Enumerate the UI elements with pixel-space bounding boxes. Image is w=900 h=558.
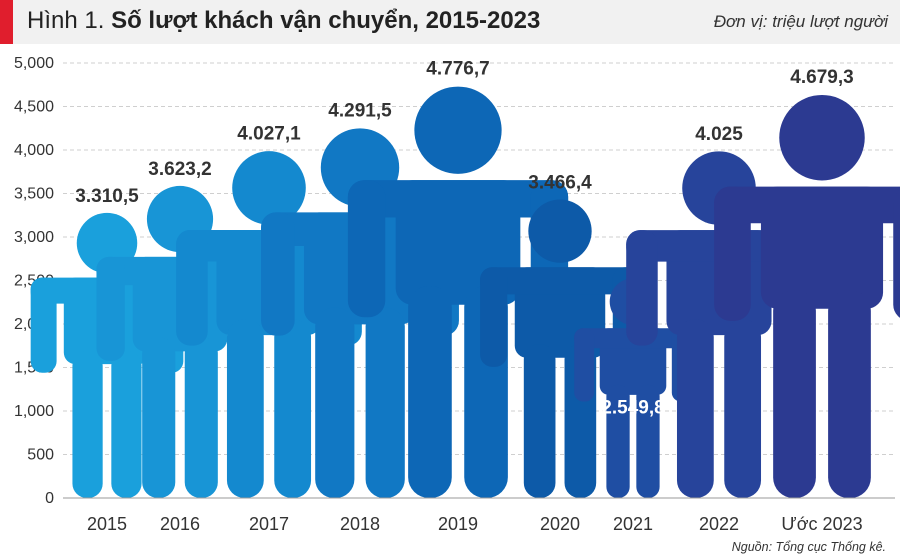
chart-title-prefix: Hình 1. (27, 7, 105, 34)
data-label: 4.027,1 (237, 124, 301, 145)
person-head (779, 94, 865, 181)
y-tick-label: 5,000 (14, 55, 54, 72)
data-label: 3.466,4 (528, 172, 592, 193)
x-tick-label: 2015 (87, 514, 127, 534)
person-leg-left (523, 344, 556, 498)
x-tick-label: 2020 (540, 514, 580, 534)
person-head (414, 86, 502, 174)
person-bar (714, 94, 900, 498)
person-arm-left (626, 230, 658, 346)
person-leg-left (676, 319, 714, 498)
person-leg-right (636, 384, 660, 498)
title-accent-stripe (0, 0, 13, 44)
x-tick-label: 2019 (438, 514, 478, 534)
data-label: 4.679,3 (790, 67, 853, 88)
data-label: 3.623,2 (148, 159, 211, 180)
person-leg-left (606, 384, 630, 498)
person-bar (261, 128, 459, 498)
person-arm-left (347, 180, 386, 318)
person-leg-left (226, 319, 264, 498)
y-tick-label: 1,000 (14, 403, 54, 420)
person-leg-right (111, 351, 142, 498)
x-tick-label: 2022 (699, 514, 739, 534)
person-leg-left (408, 286, 452, 498)
person-arm-left (714, 186, 751, 321)
x-tick-label: 2021 (613, 514, 653, 534)
person-arm-left (176, 229, 208, 346)
y-tick-label: 0 (45, 490, 54, 507)
person-head (528, 199, 592, 263)
person-leg-right (724, 319, 762, 498)
person-leg-right (828, 290, 871, 498)
person-leg-left (773, 290, 816, 498)
person-leg-left (72, 351, 103, 498)
person-shoulders (714, 186, 900, 224)
data-label: 4.291,5 (328, 101, 392, 122)
data-label: 4.025 (695, 124, 743, 145)
person-leg-right (184, 337, 218, 498)
person-arm-right (893, 189, 900, 318)
person-arm-left (574, 328, 595, 402)
person-arm-left (30, 277, 57, 373)
person-arm-left (261, 212, 295, 336)
source-note: Nguồn: Tổng cục Thống kê. (731, 540, 886, 554)
person-bar (347, 86, 569, 498)
y-tick-label: 4,500 (14, 99, 54, 116)
y-tick-label: 500 (27, 447, 54, 464)
chart-area: 05001,0001,5002,0002,5003,0003,5004,0004… (14, 55, 900, 534)
person-leg-left (315, 307, 355, 498)
person-leg-left (142, 337, 176, 498)
chart-title: Hình 1. Số lượt khách vận chuyển, 2015-2… (27, 7, 540, 35)
x-tick-label: Ước 2023 (781, 514, 862, 534)
person-leg-right (365, 307, 405, 498)
chart-title-text: Số lượt khách vận chuyển, 2015-2023 (111, 7, 541, 34)
person-shoulders (347, 180, 569, 218)
y-tick-label: 4,000 (14, 142, 54, 159)
person-arm-left (96, 256, 125, 361)
x-tick-label: 2018 (340, 514, 380, 534)
data-label: 4.776,7 (426, 58, 489, 79)
x-tick-label: 2017 (249, 514, 289, 534)
data-label: 2.549,8 (601, 398, 664, 419)
person-arm-left (480, 267, 508, 367)
y-tick-label: 3,500 (14, 186, 54, 203)
person-shoulders (480, 267, 640, 295)
unit-label: Đơn vị: triệu lượt người (713, 12, 888, 31)
title-bar (0, 0, 900, 44)
person-leg-right (274, 319, 312, 498)
y-tick-label: 3,000 (14, 229, 54, 246)
person-head (232, 151, 306, 225)
x-tick-label: 2016 (160, 514, 200, 534)
data-label: 3.310,5 (75, 186, 139, 207)
